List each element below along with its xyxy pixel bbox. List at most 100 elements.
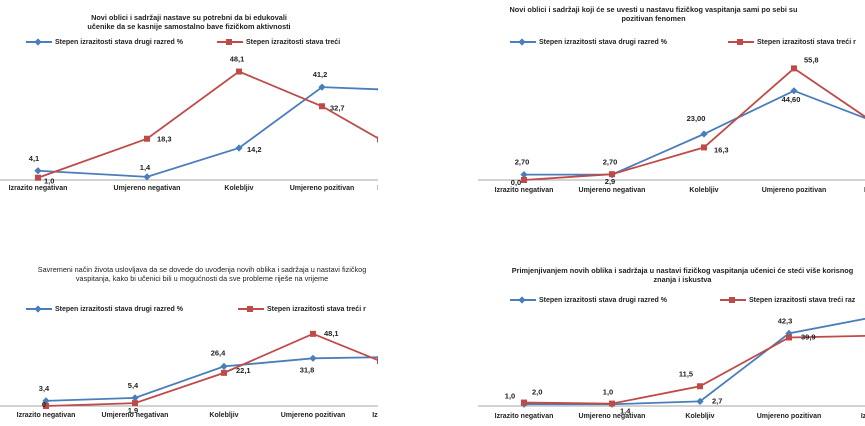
chart-panel-4: Primjenjivanjem novih oblika i sadržaja … bbox=[478, 213, 865, 426]
data-point bbox=[35, 174, 41, 181]
data-point bbox=[235, 144, 243, 152]
data-point bbox=[318, 83, 326, 91]
x-tick-label: Izraz bbox=[372, 412, 378, 419]
legend-label: Stepen izrazitosti stava drugi razred % bbox=[539, 296, 667, 304]
x-tick-label: Iz bbox=[377, 185, 378, 192]
line-chart: Izrazito negativan Umjereno negativan Kole… bbox=[478, 316, 865, 420]
legend-label: Stepen izrazitosti stava treći r bbox=[757, 38, 856, 46]
x-tick-label: Izra bbox=[864, 187, 865, 194]
data-point bbox=[310, 330, 316, 337]
data-point bbox=[34, 167, 42, 175]
chart-panel-3: Savremeni način života uslovljava da se … bbox=[0, 213, 378, 426]
line-chart: Izrazito negativan Umjereno negativan Kole… bbox=[478, 55, 865, 194]
legend-swatch-diamond-icon bbox=[510, 38, 536, 46]
chart-title: Novi oblici i sadržaji nastave su potreb… bbox=[87, 13, 291, 31]
data-point bbox=[790, 87, 798, 95]
x-tick-label: Izrazito p bbox=[861, 413, 865, 420]
x-tick-label: Umjereno pozitivan bbox=[762, 187, 827, 194]
data-point bbox=[132, 400, 138, 407]
legend-item-red: Stepen izrazitosti stava treći r bbox=[728, 38, 856, 46]
x-tick-label: Umjereno pozitivan bbox=[757, 413, 822, 420]
data-point bbox=[144, 135, 150, 142]
data-point bbox=[43, 403, 49, 409]
data-point bbox=[701, 144, 707, 151]
data-point bbox=[143, 173, 151, 181]
data-label: 3,4 bbox=[39, 384, 50, 393]
data-point bbox=[700, 130, 708, 138]
x-tick-label: Umjereno negativan bbox=[102, 412, 169, 419]
chart-panel-1: Novi oblici i sadržaji nastave su potreb… bbox=[0, 0, 378, 205]
data-label: 2,70 bbox=[603, 158, 618, 167]
legend-swatch-square-icon bbox=[217, 38, 243, 46]
legend-swatch-square-icon bbox=[720, 296, 746, 304]
legend-swatch-diamond-icon bbox=[510, 296, 536, 304]
data-point bbox=[786, 334, 792, 341]
data-label: 2,7 bbox=[712, 396, 722, 405]
data-label: 1,9 bbox=[128, 406, 138, 415]
data-label: 16,3 bbox=[714, 145, 729, 154]
x-tick-label: Umjereno pozitivan bbox=[281, 412, 346, 419]
x-tick-label: Izrazito negativan bbox=[495, 187, 554, 194]
data-label: 39,9 bbox=[801, 333, 816, 342]
legend-item-red: Stepen izrazitosti stava treći r bbox=[238, 305, 366, 313]
x-tick-label: Umjereno negativan bbox=[579, 413, 646, 420]
data-label: 55,8 bbox=[804, 55, 819, 64]
data-label: 1,4 bbox=[620, 407, 631, 416]
legend-label: Stepen izrazitosti stava drugi razred % bbox=[539, 38, 667, 46]
legend-label: Stepen izrazitosti stava treći raz bbox=[749, 296, 856, 304]
data-point bbox=[791, 65, 797, 72]
data-point bbox=[377, 358, 378, 364]
x-tick-label: Umjereno pozitivan bbox=[290, 185, 355, 192]
data-label: 4,1 bbox=[29, 154, 39, 163]
x-tick-label: Umjereno negativan bbox=[579, 187, 646, 194]
x-tick-label: Kolebljiv bbox=[685, 413, 714, 420]
legend-item-blue: Stepen izrazitosti stava drugi razred % bbox=[26, 38, 183, 46]
series-line bbox=[524, 89, 865, 176]
data-point bbox=[236, 68, 242, 75]
data-label: 2,0 bbox=[532, 388, 542, 397]
data-label: 14,2 bbox=[247, 145, 262, 154]
series-line bbox=[37, 86, 378, 178]
data-label: 31,8 bbox=[300, 365, 315, 374]
x-tick-label: Umjereno negativan bbox=[114, 185, 181, 192]
data-point bbox=[220, 362, 228, 370]
x-tick-label: Kolebljiv bbox=[209, 412, 238, 419]
legend-label: Stepen izrazitosti stava treći r bbox=[267, 305, 366, 313]
data-point bbox=[221, 369, 227, 376]
data-point bbox=[696, 397, 704, 405]
data-label: 48,1 bbox=[324, 329, 339, 338]
data-label: 41,2 bbox=[313, 70, 328, 79]
legend-swatch-diamond-icon bbox=[26, 305, 52, 313]
data-point bbox=[319, 103, 325, 110]
line-chart: Izrazito negativan Umjereno negativan Kole… bbox=[0, 329, 378, 419]
data-label: 0,0 bbox=[511, 178, 521, 187]
data-label: 1,0 bbox=[44, 177, 54, 186]
x-tick-label: Kolebljiv bbox=[689, 187, 718, 194]
chart-title: Novi oblici i sadržaji koji će se uvesti… bbox=[509, 5, 798, 23]
data-label: 5,4 bbox=[128, 381, 139, 390]
x-tick-label: Kolebljiv bbox=[224, 185, 253, 192]
data-label: 1,0 bbox=[505, 391, 515, 400]
data-label: 44,60 bbox=[782, 95, 801, 104]
data-label: 23,00 bbox=[687, 114, 706, 123]
series-line bbox=[45, 356, 378, 402]
x-tick-label: Izrazito negativan bbox=[17, 412, 76, 419]
legend-label: Stepen izrazitosti stava treći bbox=[246, 38, 341, 46]
x-tick-label: Izrazito negativan bbox=[9, 185, 68, 192]
legend-item-blue: Stepen izrazitosti stava drugi razred % bbox=[510, 296, 667, 304]
legend-item-red: Stepen izrazitosti stava treći raz bbox=[720, 296, 855, 304]
data-point bbox=[521, 399, 527, 406]
chart-title: Savremeni način života uslovljava da se … bbox=[37, 265, 367, 283]
data-label: 26,4 bbox=[211, 348, 226, 357]
data-label: 22,1 bbox=[236, 366, 251, 375]
data-label: 11,5 bbox=[679, 369, 693, 378]
legend-label: Stepen izrazitosti stava drugi razred % bbox=[55, 305, 183, 313]
series-line bbox=[523, 334, 865, 405]
data-point bbox=[697, 383, 703, 390]
series-line bbox=[523, 67, 865, 181]
data-label: 42,3 bbox=[778, 316, 793, 325]
data-label: 48,1 bbox=[230, 55, 245, 64]
legend-swatch-square-icon bbox=[238, 305, 264, 313]
data-label: 2,70 bbox=[515, 158, 530, 167]
legend-label: Stepen izrazitosti stava drugi razred % bbox=[55, 38, 183, 46]
